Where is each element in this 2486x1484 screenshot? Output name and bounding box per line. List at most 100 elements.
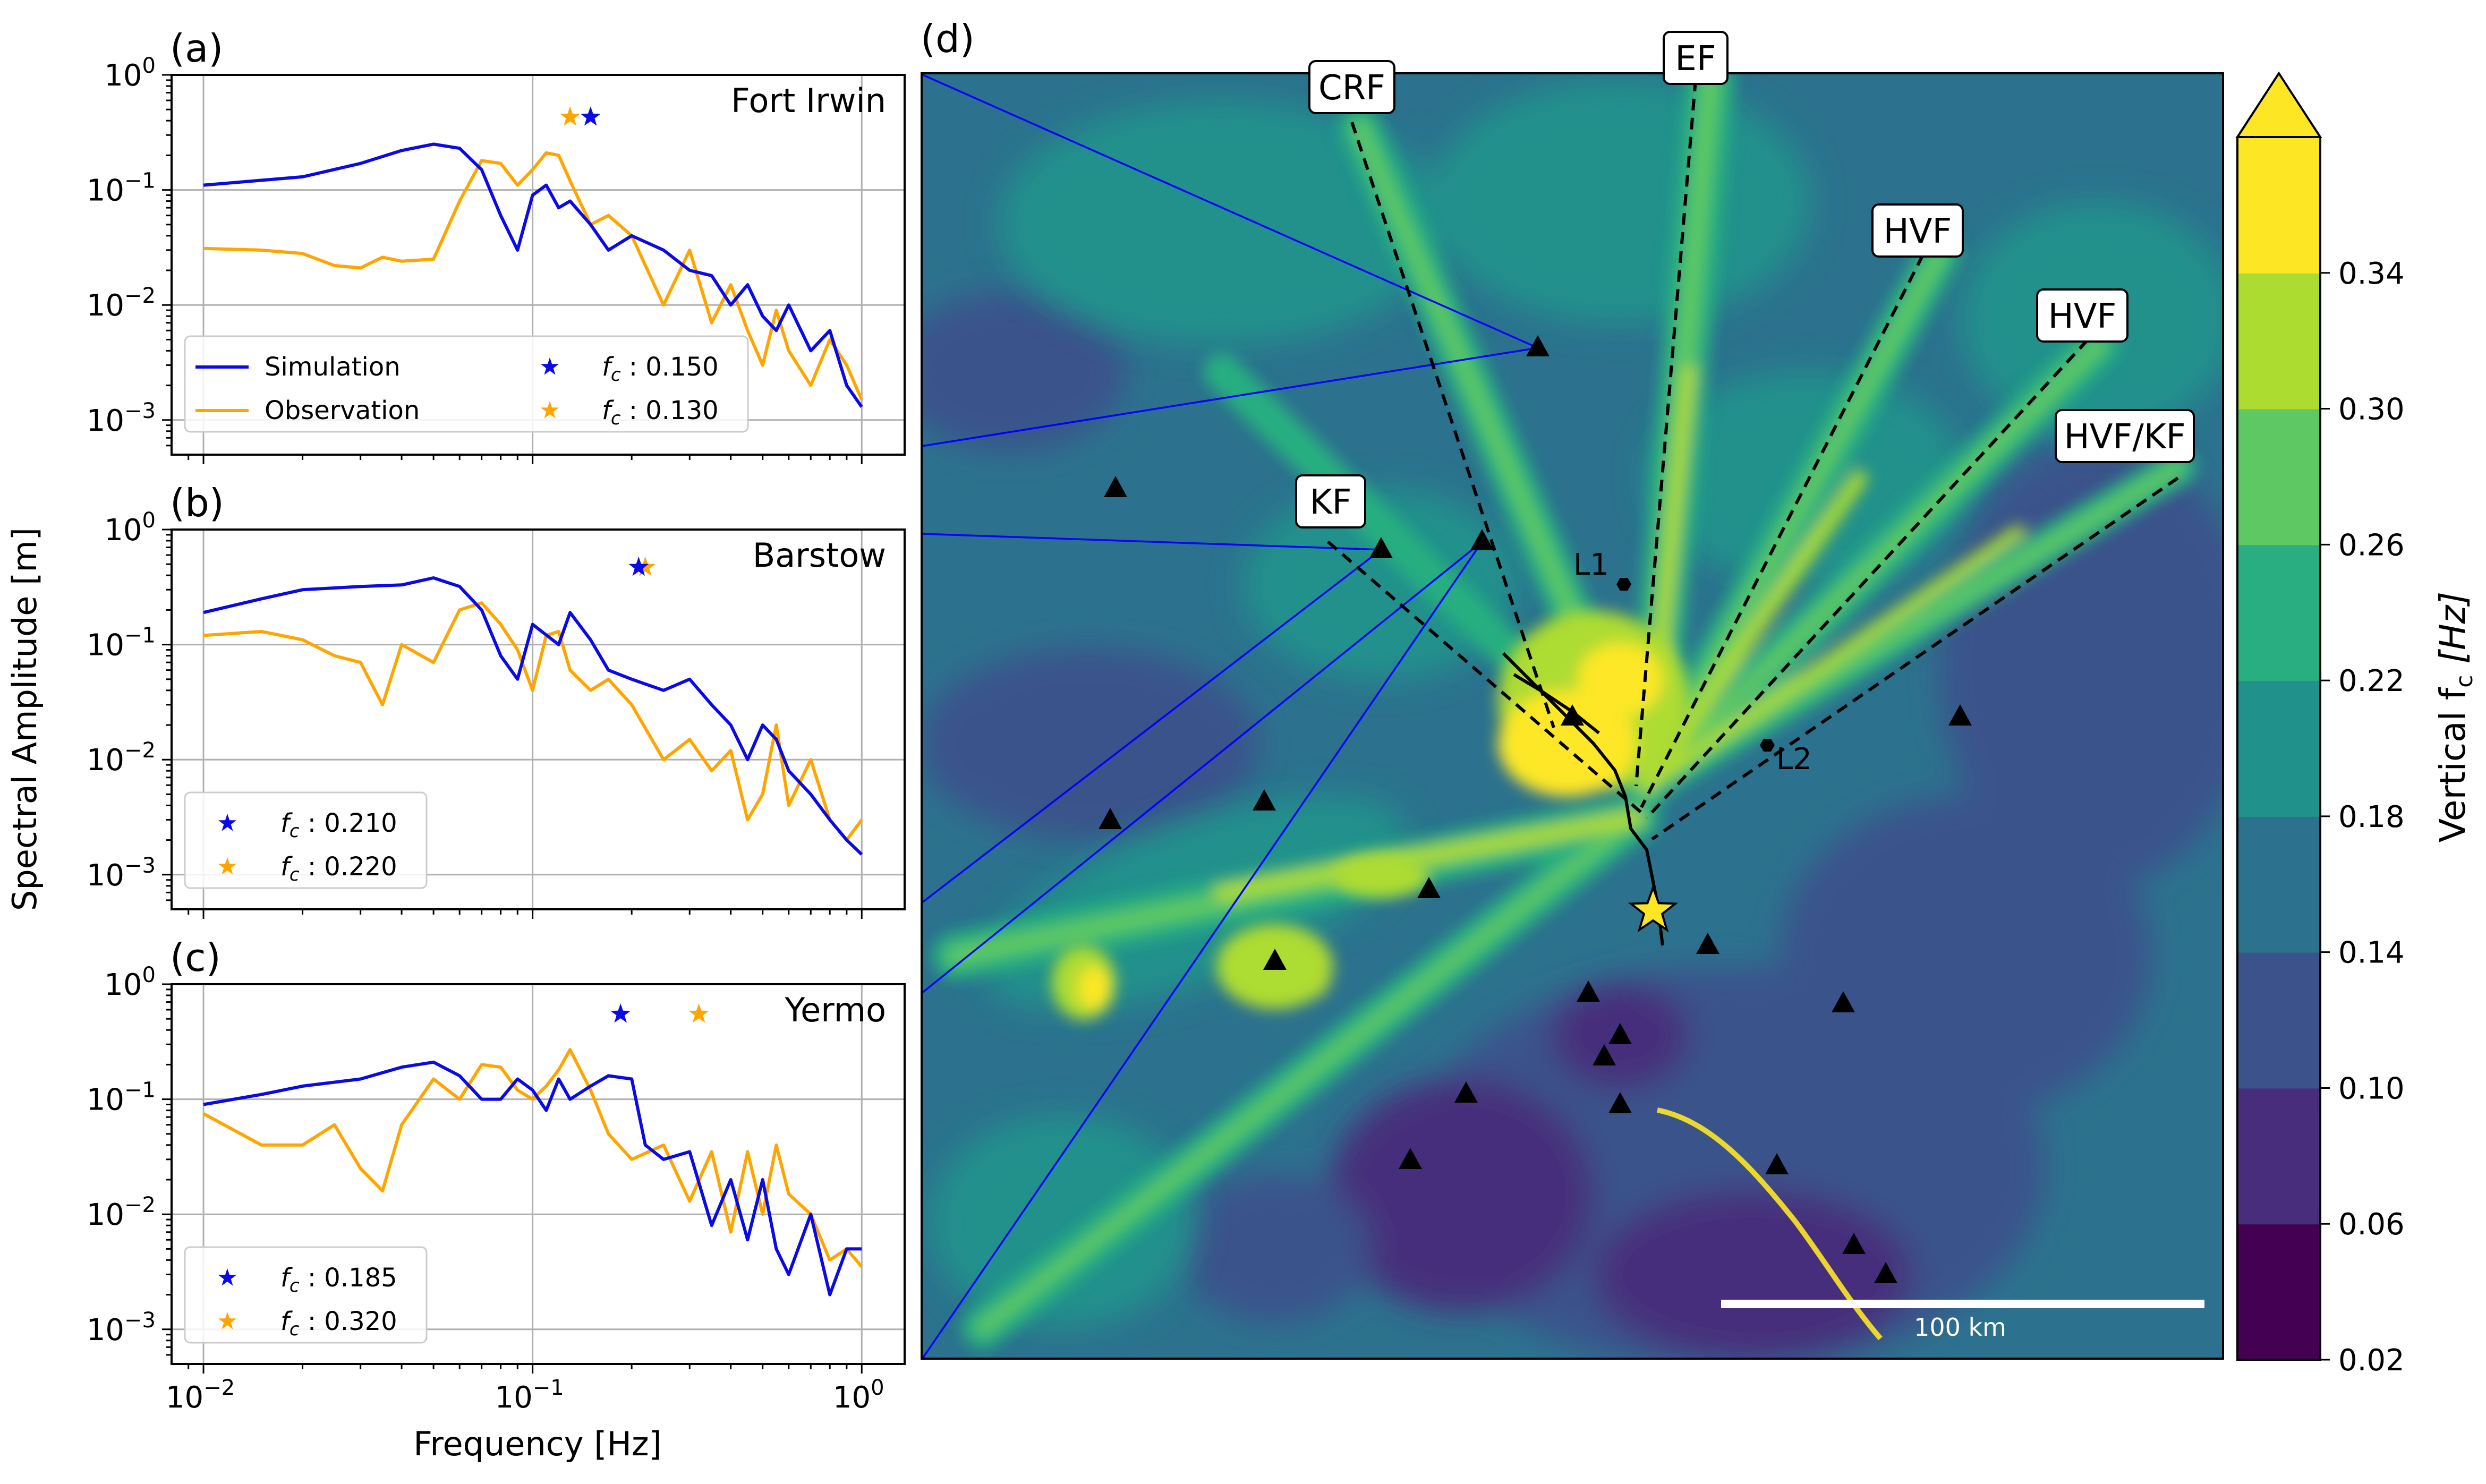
colorbar-segment bbox=[2237, 272, 2320, 410]
station-triangle-icon bbox=[1099, 808, 1122, 829]
station-triangle-icon bbox=[1577, 980, 1600, 1002]
colorbar-tick-label: 0.06 bbox=[2338, 1207, 2405, 1242]
colorbar-tick-label: 0.22 bbox=[2338, 664, 2405, 698]
simulation-line bbox=[203, 1060, 862, 1297]
panel-label: (b) bbox=[170, 481, 224, 525]
colorbar-segment bbox=[2237, 816, 2320, 953]
colorbar-tick-label: 0.34 bbox=[2338, 257, 2405, 291]
spectrum-panel-a: 100 10−1 10−2 10−3 (a) Fort Irwin Simulation Ob… bbox=[87, 26, 906, 464]
station-triangle-icon bbox=[1608, 1023, 1632, 1044]
y-tick-label: 100 bbox=[104, 54, 156, 93]
y-tick-label: 10−2 bbox=[87, 738, 156, 778]
map-panel-d: (d) bbox=[921, 16, 2224, 1360]
svg-text:HVF: HVF bbox=[2048, 297, 2117, 336]
panel-label-d: (d) bbox=[921, 16, 975, 61]
fault-label-ef: EF bbox=[1663, 31, 1729, 85]
simulation-fc-star bbox=[610, 1003, 631, 1023]
colorbar-segment bbox=[2237, 1224, 2320, 1360]
station-triangle-icon bbox=[1104, 476, 1127, 497]
simulation-line bbox=[203, 576, 863, 856]
colorbar-segment bbox=[2237, 680, 2320, 817]
y-tick-label: 10−3 bbox=[87, 399, 156, 438]
y-tick-label: 10−1 bbox=[87, 1078, 156, 1118]
colorbar-segment bbox=[2237, 1088, 2320, 1225]
legend-sim-fc: fc : 0.210 bbox=[280, 808, 397, 842]
station-triangle-icon bbox=[1417, 877, 1441, 898]
station-triangle-icon bbox=[1765, 1153, 1789, 1174]
legend: fc : 0.185 fc : 0.320 bbox=[184, 1246, 428, 1344]
map-high-core bbox=[1052, 611, 1689, 1020]
x-tick-label: 100 bbox=[833, 1376, 884, 1415]
station-name: Barstow bbox=[753, 536, 886, 575]
fault-label-hvf-kf: HVF/KF bbox=[2055, 409, 2195, 463]
svg-text:HVF: HVF bbox=[1884, 212, 1952, 251]
station-triangle-icon bbox=[1696, 933, 1719, 954]
colorbar-segment bbox=[2237, 544, 2320, 681]
panel-label: (c) bbox=[170, 935, 221, 980]
station-markers bbox=[1099, 335, 1972, 1283]
scale-bar-label: 100 km bbox=[1914, 1313, 2006, 1342]
observation-line bbox=[203, 601, 863, 842]
station-triangle-icon bbox=[1832, 991, 1855, 1012]
colorbar-label: Vertical fc [Hz] bbox=[2432, 592, 2478, 842]
station-triangle-icon bbox=[1454, 1081, 1478, 1103]
station-triangle-icon bbox=[1561, 704, 1584, 726]
x-tick-label: 10−2 bbox=[166, 1376, 235, 1415]
colorbar-segment bbox=[2237, 408, 2320, 545]
axes-frame bbox=[171, 983, 906, 1365]
location-marker-l1 bbox=[1616, 578, 1631, 591]
map-frame bbox=[921, 72, 2224, 1360]
simulation-line bbox=[203, 142, 863, 408]
svg-text:HVF/KF: HVF/KF bbox=[2064, 417, 2185, 457]
station-triangle-icon bbox=[1948, 704, 1972, 726]
station-triangle-icon bbox=[1842, 1233, 1866, 1254]
epicenter-star-icon bbox=[1628, 884, 1679, 933]
fault-label-crf: CRF bbox=[1308, 60, 1395, 114]
svg-text:EF: EF bbox=[1675, 39, 1716, 79]
colorbar: 0.02 0.06 0.10 0.14 0.18 0.22 0.26 0.30 0.34 bbox=[2235, 71, 2405, 1378]
y-tick-label: 10−1 bbox=[87, 624, 156, 663]
y-tick-label: 10−1 bbox=[87, 169, 156, 208]
axes-frame bbox=[171, 528, 906, 910]
legend-obs-fc: fc : 0.320 bbox=[280, 1307, 397, 1340]
station-triangle-icon bbox=[1526, 335, 1550, 356]
location-label-l1: L1 bbox=[1573, 548, 1609, 582]
y-axis-label: Spectral Amplitude [m] bbox=[5, 527, 44, 911]
station-triangle-icon bbox=[1874, 1262, 1897, 1283]
simulation-fc-star bbox=[628, 557, 649, 576]
station-triangle-icon bbox=[1593, 1044, 1616, 1065]
colorbar-tick-label: 0.26 bbox=[2338, 528, 2405, 562]
simulation-fc-star bbox=[580, 106, 601, 126]
legend-sim-fc: fc : 0.185 bbox=[280, 1263, 397, 1297]
fault-label-hvf: HVF bbox=[2036, 288, 2129, 343]
station-triangle-icon bbox=[1263, 949, 1287, 970]
svg-text:CRF: CRF bbox=[1318, 69, 1385, 108]
fault-label-kf: KF bbox=[1295, 474, 1366, 528]
y-tick-label: 100 bbox=[104, 963, 156, 1002]
axes-frame bbox=[171, 74, 906, 456]
connector-lines bbox=[922, 73, 1538, 1359]
svg-text:KF: KF bbox=[1310, 483, 1352, 522]
spectrum-panel-c: 100 10−1 10−2 10−3 10−2 10−1 100 (c) Yermo fc : 0… bbox=[87, 935, 906, 1415]
station-triangle-icon bbox=[1399, 1148, 1422, 1169]
observation-line bbox=[203, 151, 863, 400]
station-triangle-icon bbox=[1369, 537, 1393, 558]
fault-lines bbox=[1327, 79, 2179, 841]
fault-label-hvf: HVF bbox=[1871, 203, 1964, 258]
panel-label: (a) bbox=[170, 26, 223, 71]
fault-label-group: CRF EF HVF HVF HVF/KF KF bbox=[1295, 31, 2195, 528]
colorbar-tick-label: 0.30 bbox=[2338, 393, 2405, 427]
y-tick-label: 10−2 bbox=[87, 284, 156, 323]
station-triangle-icon bbox=[1470, 529, 1494, 550]
colorbar-tick-label: 0.18 bbox=[2338, 800, 2405, 834]
colorbar-tick-label: 0.02 bbox=[2338, 1343, 2405, 1378]
rupture-trace-branch bbox=[1513, 673, 1600, 735]
observation-fc-star bbox=[688, 1003, 709, 1023]
y-tick-label: 10−2 bbox=[87, 1193, 156, 1232]
y-tick-label: 10−3 bbox=[87, 854, 156, 893]
station-name: Yermo bbox=[784, 991, 886, 1029]
rupture-trace bbox=[1502, 652, 1664, 946]
